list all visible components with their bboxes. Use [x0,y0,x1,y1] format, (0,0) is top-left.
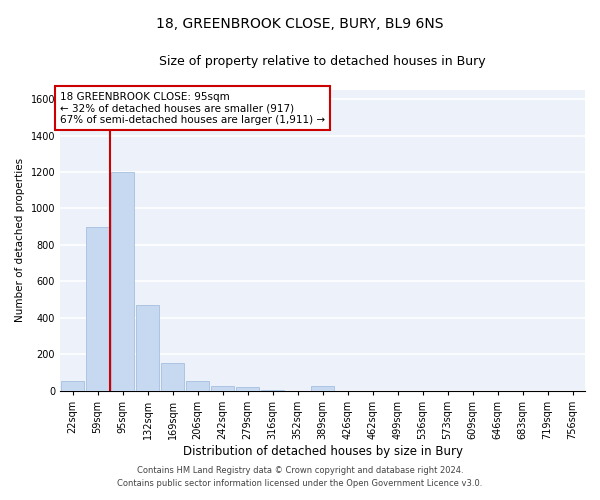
Bar [236,387,259,390]
X-axis label: Distribution of detached houses by size in Bury: Distribution of detached houses by size … [182,444,463,458]
Bar [211,386,234,390]
Bar [161,363,184,390]
Text: 18, GREENBROOK CLOSE, BURY, BL9 6NS: 18, GREENBROOK CLOSE, BURY, BL9 6NS [156,18,444,32]
Bar [61,382,84,390]
Y-axis label: Number of detached properties: Number of detached properties [15,158,25,322]
Text: 18 GREENBROOK CLOSE: 95sqm
← 32% of detached houses are smaller (917)
67% of sem: 18 GREENBROOK CLOSE: 95sqm ← 32% of deta… [60,92,325,124]
Title: Size of property relative to detached houses in Bury: Size of property relative to detached ho… [159,55,486,68]
Bar [111,172,134,390]
Bar [86,226,109,390]
Bar [136,305,159,390]
Bar [311,386,334,390]
Bar [186,380,209,390]
Text: Contains HM Land Registry data © Crown copyright and database right 2024.
Contai: Contains HM Land Registry data © Crown c… [118,466,482,487]
